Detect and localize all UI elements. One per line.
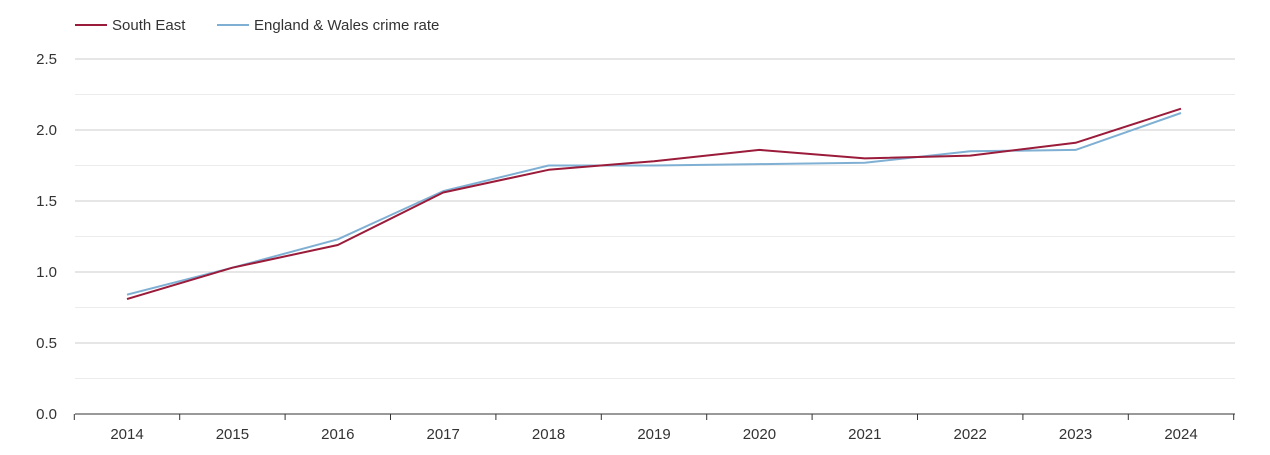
series-line-south-east [126, 107, 1182, 300]
x-tick-label: 2014 [110, 426, 143, 443]
x-axis: 2014 2015 2016 2017 2018 2019 2020 2021 2022 2023… [73, 413, 1235, 443]
x-tick-label: 2018 [532, 426, 565, 443]
series-line-england-wales [126, 112, 1182, 296]
x-tick-label: 2024 [1164, 426, 1197, 443]
x-tick-label: 2015 [216, 426, 249, 443]
x-tick-label: 2017 [427, 426, 460, 443]
x-tick-label: 2021 [848, 426, 881, 443]
y-tick-label: 1.5 [36, 193, 57, 210]
y-tick-label: 0.0 [36, 406, 57, 423]
series-lines [126, 107, 1182, 300]
y-tick-label: 0.5 [36, 335, 57, 352]
x-tick-label: 2016 [321, 426, 354, 443]
x-tick-label: 2023 [1059, 426, 1092, 443]
legend-label: England & Wales crime rate [254, 17, 439, 34]
gridlines [75, 58, 1235, 379]
legend-label: South East [112, 17, 186, 34]
y-axis: 0.0 0.5 1.0 1.5 2.0 2.5 [36, 51, 57, 423]
y-tick-label: 2.5 [36, 51, 57, 68]
x-tick-label: 2020 [743, 426, 776, 443]
y-tick-label: 2.0 [36, 122, 57, 139]
y-tick-label: 1.0 [36, 264, 57, 281]
x-tick-label: 2019 [637, 426, 670, 443]
legend: South East England & Wales crime rate [75, 17, 439, 34]
x-tick-label: 2022 [954, 426, 987, 443]
